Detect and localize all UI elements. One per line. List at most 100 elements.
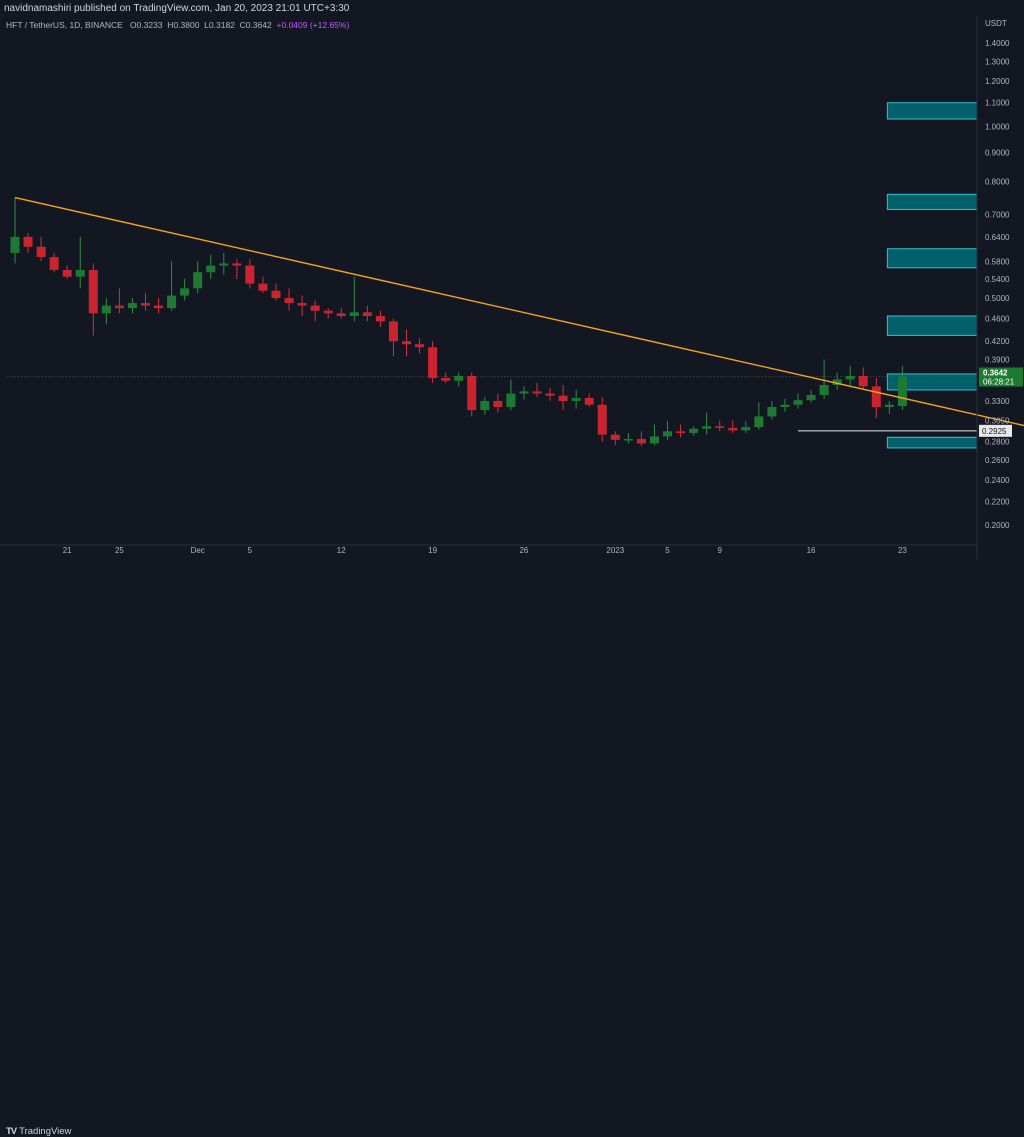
candle-body bbox=[884, 404, 894, 408]
high-value: 0.3800 bbox=[173, 20, 200, 30]
y-tick-label: 0.2800 bbox=[985, 438, 1010, 447]
y-tick-label: 0.3300 bbox=[985, 397, 1010, 406]
candle-body bbox=[689, 428, 699, 433]
close-value: 0.3642 bbox=[245, 20, 272, 30]
candle-body bbox=[584, 397, 594, 405]
x-tick-label: 25 bbox=[115, 546, 124, 555]
last-price-box bbox=[979, 367, 1023, 387]
y-tick-label: 0.6400 bbox=[985, 233, 1010, 242]
line-price-label: 0.2925 bbox=[982, 427, 1007, 436]
candle-body bbox=[75, 269, 85, 277]
candle-body bbox=[284, 298, 294, 304]
resistance-zone bbox=[886, 436, 978, 449]
x-tick-label: 21 bbox=[63, 546, 72, 555]
candle-body bbox=[545, 393, 555, 396]
candle-body bbox=[154, 305, 164, 309]
candle-body bbox=[23, 236, 33, 247]
candle-body bbox=[141, 303, 150, 306]
candle-body bbox=[532, 391, 542, 394]
y-tick-label: 0.4600 bbox=[985, 315, 1010, 324]
candle-body bbox=[754, 416, 764, 428]
x-tick-label: 16 bbox=[807, 546, 816, 555]
candle-body bbox=[519, 391, 529, 394]
y-tick-label: 0.4200 bbox=[985, 337, 1010, 346]
y-tick-label: 0.9000 bbox=[985, 148, 1010, 157]
last-price-label: 0.3642 bbox=[983, 369, 1008, 378]
candle-body bbox=[676, 431, 686, 433]
candle-body bbox=[558, 395, 568, 401]
candle-body bbox=[180, 288, 190, 296]
candle-body bbox=[49, 257, 59, 270]
countdown-label: 06:28:21 bbox=[983, 378, 1015, 387]
x-tick-label: 5 bbox=[665, 546, 670, 555]
tradingview-logo[interactable]: TV TradingView bbox=[6, 1126, 71, 1137]
descending-trendline bbox=[14, 196, 1024, 427]
y-tick-label: 0.2400 bbox=[985, 476, 1010, 485]
resistance-zone bbox=[886, 373, 978, 391]
y-tick-label: 1.1000 bbox=[985, 99, 1010, 108]
candle-body bbox=[10, 236, 20, 253]
candle-body bbox=[349, 312, 359, 317]
candle-body bbox=[193, 272, 203, 289]
candle-body bbox=[597, 404, 607, 435]
candle-body bbox=[441, 378, 451, 381]
resistance-zone bbox=[886, 102, 978, 120]
x-tick-label: 26 bbox=[519, 546, 528, 555]
candle-body bbox=[388, 321, 398, 342]
candle-body bbox=[62, 269, 72, 277]
candle-body bbox=[467, 375, 477, 411]
candle-body bbox=[806, 395, 816, 401]
candle-body bbox=[114, 305, 124, 309]
candle-body bbox=[715, 426, 725, 428]
candle-body bbox=[336, 313, 346, 317]
candle-body bbox=[610, 434, 620, 440]
candle-body bbox=[832, 379, 842, 385]
candle-body bbox=[428, 347, 438, 379]
x-tick-label: 19 bbox=[428, 546, 437, 555]
y-tick-label: 0.3900 bbox=[985, 356, 1010, 365]
y-tick-label: 0.8000 bbox=[985, 178, 1010, 187]
open-value: 0.3233 bbox=[136, 20, 163, 30]
publisher-text: navidnamashiri published on TradingView.… bbox=[4, 3, 350, 14]
candle-body bbox=[480, 400, 490, 411]
candle-body bbox=[623, 439, 633, 441]
x-tick-label: Dec bbox=[191, 546, 205, 555]
open-label: O bbox=[129, 20, 137, 30]
y-tick-label: 1.0000 bbox=[985, 122, 1010, 131]
symbol-name[interactable]: HFT / TetherUS, 1D, BINANCE bbox=[6, 20, 123, 30]
candle-body bbox=[402, 341, 411, 345]
candle-body bbox=[245, 265, 255, 284]
low-value: 0.3182 bbox=[208, 20, 235, 30]
y-tick-label: 0.2200 bbox=[985, 497, 1010, 506]
candle-body bbox=[219, 263, 229, 266]
y-tick-label: 0.3600 bbox=[985, 375, 1010, 384]
candle-body bbox=[271, 290, 281, 299]
close-label: C bbox=[239, 20, 246, 30]
resistance-zone bbox=[886, 193, 978, 210]
tv-logo-icon: TV bbox=[6, 1126, 17, 1137]
y-tick-label: 0.2600 bbox=[985, 456, 1010, 465]
candle-body bbox=[741, 427, 751, 431]
candle-body bbox=[454, 375, 464, 381]
candle-body bbox=[636, 439, 646, 444]
symbol-legend[interactable]: HFT / TetherUS, 1D, BINANCE O0.3233 H0.3… bbox=[6, 20, 349, 30]
candle-body bbox=[297, 303, 307, 306]
low-label: L bbox=[204, 20, 209, 30]
y-tick-label: 1.3000 bbox=[985, 57, 1010, 66]
axis-currency-label: USDT bbox=[985, 19, 1007, 28]
candle-body bbox=[206, 265, 216, 273]
candle-body bbox=[232, 263, 242, 266]
x-tick-label: 9 bbox=[717, 546, 722, 555]
x-tick-label: 23 bbox=[898, 546, 907, 555]
change-value: +0.0409 (+12.65%) bbox=[276, 20, 350, 30]
candle-body bbox=[310, 305, 320, 311]
y-tick-label: 0.5000 bbox=[985, 294, 1010, 303]
resistance-zone bbox=[886, 315, 978, 336]
y-tick-label: 0.7000 bbox=[985, 211, 1010, 220]
x-tick-label: 12 bbox=[337, 546, 346, 555]
candlestick-chart[interactable]: USDT 1.4000 1.3000 1.2000 1.1000 1.0000 0.9000… bbox=[0, 0, 1024, 580]
x-tick-label: 5 bbox=[248, 546, 253, 555]
candle-body bbox=[88, 269, 98, 314]
y-tick-label: 0.3050 bbox=[985, 416, 1010, 425]
